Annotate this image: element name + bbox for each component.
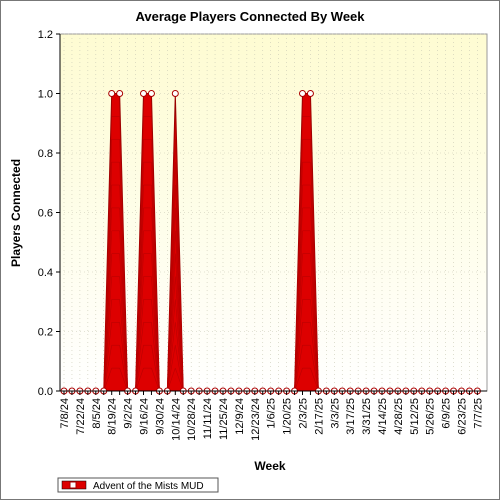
y-tick-label: 1.0 [38, 89, 53, 101]
area-streak [175, 368, 184, 392]
chart-title: Average Players Connected By Week [135, 9, 365, 24]
legend: Advent of the Mists MUD [57, 477, 219, 493]
x-tick-label: 9/2/24 [123, 398, 135, 429]
x-tick-label: 1/20/25 [282, 398, 294, 435]
area-streak [294, 322, 303, 392]
x-tick-label: 2/3/25 [298, 398, 310, 429]
x-tick-label: 6/9/25 [441, 398, 453, 429]
area-streak [175, 345, 184, 392]
y-tick-label: 0.4 [38, 267, 53, 279]
x-axis-ticks: 7/8/24 7/22/24 8/5/24 8/19/24 9/2/24 9/16/24 9… [59, 391, 484, 441]
x-tick-label: 1/6/25 [266, 398, 278, 429]
x-tick-label: 9/30/24 [154, 398, 166, 435]
area-streak [310, 345, 319, 392]
data-point [299, 90, 306, 97]
x-tick-label: 3/31/25 [361, 398, 373, 435]
x-tick-label: 5/26/25 [425, 398, 437, 435]
area-streak [294, 368, 303, 392]
legend-label: Advent of the Mists MUD [93, 481, 204, 492]
area-streak [119, 368, 128, 392]
y-axis-ticks: 0.0 0.2 0.4 0.6 0.8 1.0 1.2 [38, 29, 60, 398]
area-streak [175, 322, 184, 392]
y-tick-label: 0.2 [38, 327, 53, 339]
area-streak [167, 368, 176, 392]
legend-box [57, 477, 219, 493]
x-tick-label: 6/23/25 [457, 398, 469, 435]
x-tick-label: 10/14/24 [170, 398, 182, 441]
y-tick-label: 0.8 [38, 148, 53, 160]
x-tick-label: 12/23/24 [250, 398, 262, 441]
y-axis-title: Players Connected [9, 159, 23, 267]
y-tick-label: 0.6 [38, 208, 53, 220]
x-tick-label: 11/25/24 [218, 398, 230, 440]
area-streak [167, 322, 176, 392]
data-point [108, 90, 116, 97]
area-streak [294, 345, 303, 392]
x-tick-label: 3/17/25 [345, 398, 357, 435]
x-tick-label: 4/14/25 [377, 398, 389, 435]
x-tick-label: 7/7/25 [472, 398, 484, 429]
x-tick-label: 9/16/24 [139, 398, 151, 435]
area-streak [135, 345, 144, 392]
y-tick-label: 1.2 [38, 29, 53, 41]
x-tick-label: 4/28/25 [393, 398, 405, 435]
plot-area [59, 33, 488, 392]
area-streak [151, 368, 160, 392]
x-tick-label: 3/3/25 [329, 398, 341, 429]
legend-marker [69, 481, 77, 489]
area-streak [103, 322, 112, 392]
area-streak [151, 116, 160, 392]
area-streak [103, 368, 112, 392]
data-point [116, 90, 124, 97]
area-streak [103, 116, 112, 392]
area-streak [310, 322, 319, 392]
area-streak [103, 345, 112, 392]
x-tick-label: 5/12/25 [409, 398, 421, 435]
area-streak [294, 116, 303, 392]
area-streak [135, 322, 144, 392]
area-streak [310, 368, 319, 392]
y-tick-label: 0.0 [38, 386, 53, 398]
x-tick-label: 8/5/24 [91, 398, 103, 429]
area-streak [310, 116, 319, 392]
x-tick-label: 2/17/25 [313, 398, 325, 435]
x-tick-label: 12/9/24 [234, 398, 246, 435]
area-streak [135, 368, 144, 392]
area-streak [119, 322, 128, 392]
area-streak [135, 116, 144, 392]
area-streak [119, 116, 128, 392]
x-tick-label: 10/28/24 [186, 398, 198, 441]
data-point [147, 90, 155, 97]
data-point [140, 90, 147, 97]
x-axis-title: Week [254, 459, 285, 473]
area-streak [151, 345, 160, 392]
x-tick-label: 8/19/24 [107, 398, 119, 435]
area-streak [167, 345, 176, 392]
area-streak [167, 116, 176, 392]
area-streak [151, 322, 160, 392]
area-streak [175, 116, 184, 392]
area-streak [119, 345, 128, 392]
x-tick-label: 7/8/24 [59, 398, 71, 429]
x-tick-label: 11/11/24 [202, 398, 214, 439]
x-tick-label: 7/22/24 [75, 398, 87, 435]
data-point [306, 90, 314, 97]
data-point [171, 90, 179, 97]
